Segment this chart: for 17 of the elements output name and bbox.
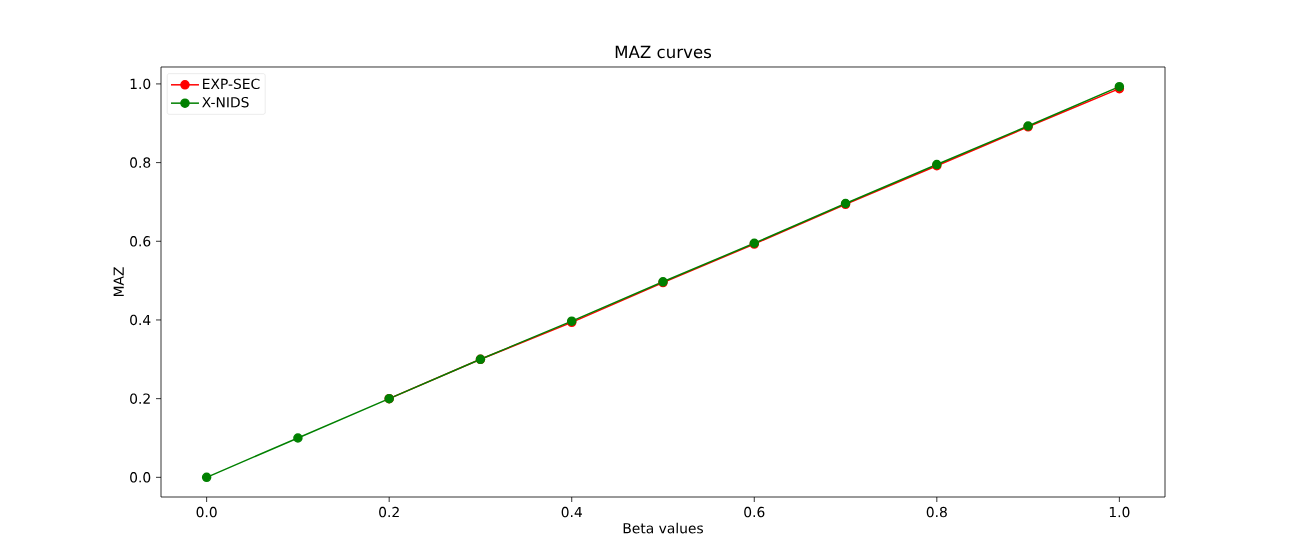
x-tick-label: 0.2 — [379, 506, 399, 518]
y-tick-label: 0.4 — [130, 314, 151, 326]
chart-title: MAZ curves — [615, 45, 712, 59]
y-tick-label: 0.0 — [130, 472, 151, 483]
y-axis-title: MAZ — [113, 267, 124, 297]
y-tick-label: 0.8 — [130, 157, 151, 168]
x-axis-title: Beta values — [623, 522, 703, 534]
legend-label: X-NIDS — [202, 96, 249, 108]
y-tick-label: 0.6 — [130, 236, 151, 247]
legend-label: EXP-SEC — [203, 78, 260, 90]
x-tick-label: 0.8 — [926, 506, 947, 518]
x-tick-label: 0.4 — [561, 506, 582, 518]
x-tick-label: 0.0 — [196, 506, 217, 518]
y-tick-label: 0.2 — [130, 393, 150, 404]
x-tick-label: 1.0 — [1109, 506, 1130, 518]
x-tick-label: 0.6 — [744, 506, 765, 518]
y-tick-label: 1.0 — [130, 78, 151, 90]
